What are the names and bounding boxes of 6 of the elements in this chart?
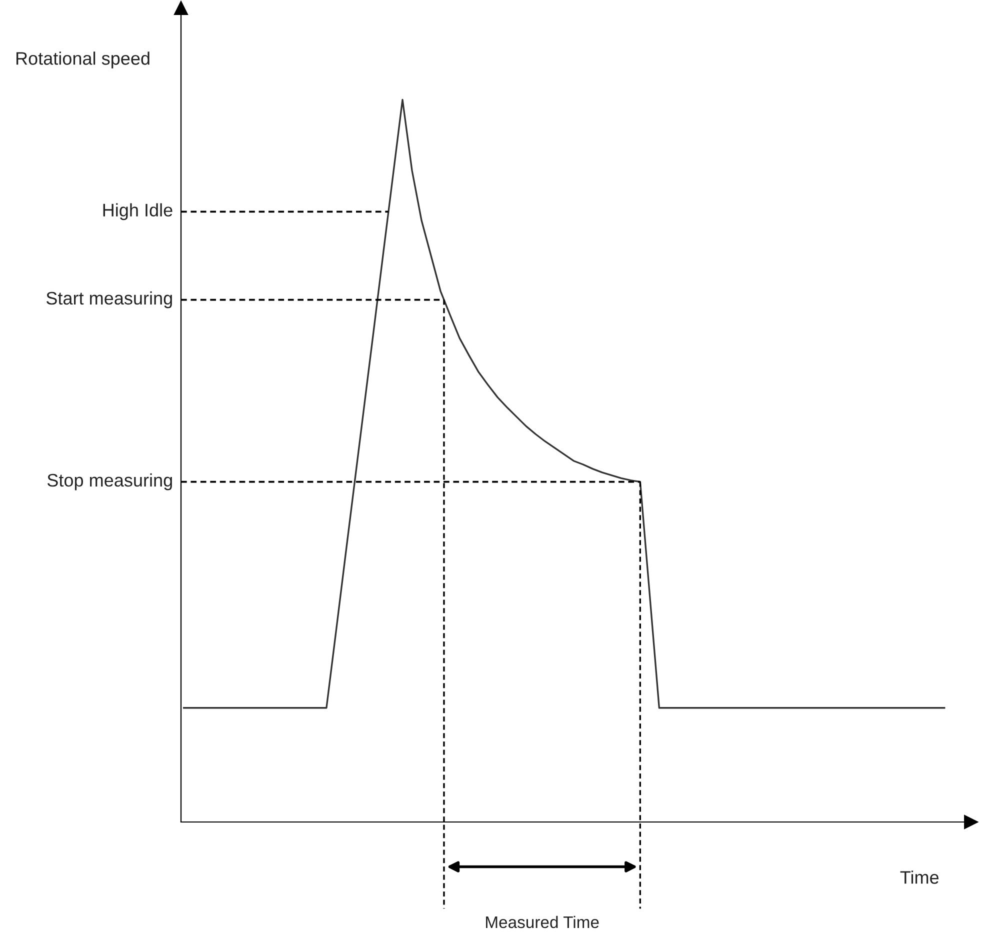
ref-line-label: Start measuring [46, 291, 172, 308]
text: Measured Time [486, 916, 599, 928]
y-axis-title: Rotational speed [16, 52, 150, 68]
x-axis-title: Time [900, 870, 939, 884]
ref-line-label: High Idle [103, 203, 172, 220]
ref-line-label: Stop measuring [47, 473, 172, 490]
